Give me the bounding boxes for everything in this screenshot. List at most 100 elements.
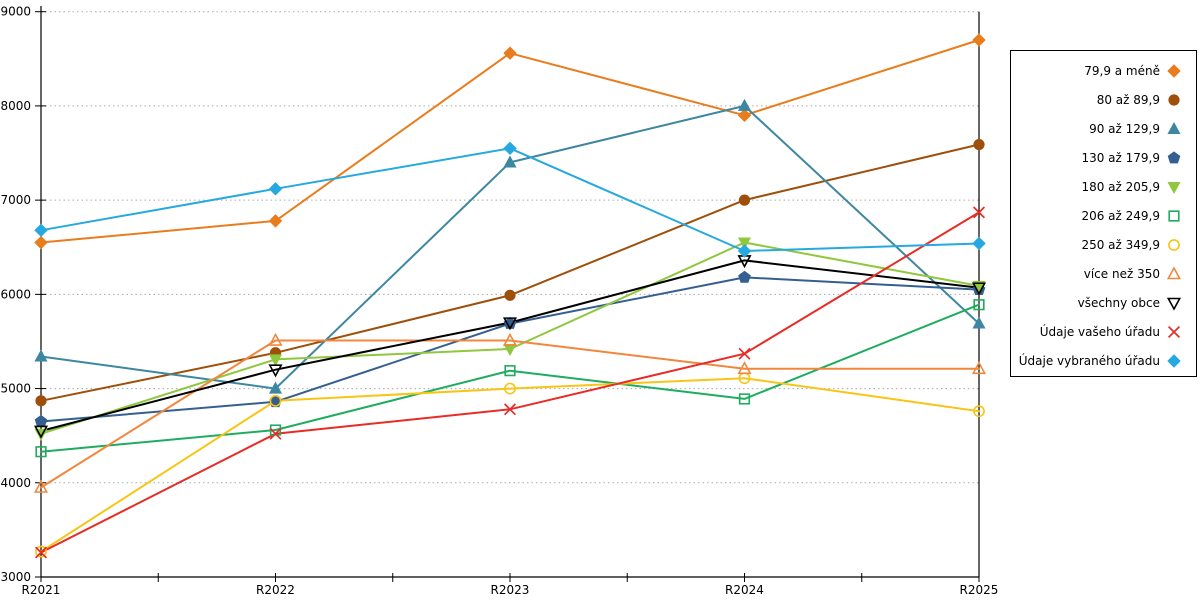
x-marker-icon (1167, 325, 1181, 338)
circle-marker-icon (1168, 238, 1180, 251)
data-point-marker (1168, 209, 1180, 222)
y-axis-label: 9000 (0, 5, 31, 19)
legend-item: 90 až 129,9 (1011, 114, 1196, 143)
triangle-down-marker-icon (1167, 181, 1181, 194)
data-point-marker (738, 347, 751, 360)
data-point-marker (737, 361, 752, 375)
data-point-marker (268, 354, 283, 367)
data-point-marker (971, 282, 987, 296)
data-point-marker (502, 332, 518, 346)
data-point-marker (504, 382, 516, 395)
y-axis-label: 7000 (0, 193, 31, 207)
legend-item: 206 až 249,9 (1011, 201, 1196, 230)
data-point-marker (504, 289, 516, 301)
legend-item-label: všechny obce (1077, 295, 1160, 310)
data-point-marker (35, 446, 47, 458)
data-point-marker (502, 317, 518, 331)
data-point-marker (34, 349, 48, 362)
x-axis-label: R2023 (491, 583, 530, 597)
legend-item: 180 až 205,9 (1011, 172, 1196, 201)
y-axis-label: 3000 (0, 570, 31, 584)
data-point-marker (268, 182, 283, 196)
data-point-marker (33, 479, 49, 493)
data-point-marker (972, 33, 986, 47)
data-point-marker (33, 425, 49, 439)
triangle-down-marker-icon (1166, 297, 1182, 311)
y-axis-label: 5000 (0, 382, 31, 396)
legend-item: Údaje vašeho úřadu (1011, 317, 1196, 346)
data-point-marker (503, 141, 517, 156)
legend-item: 80 až 89,9 (1011, 85, 1196, 114)
series-line (40, 303, 980, 453)
data-point-marker (972, 206, 986, 219)
series-line (40, 39, 980, 244)
legend-item-label: 250 až 349,9 (1081, 237, 1160, 252)
triangle-up-marker-icon (1167, 121, 1181, 134)
data-point-marker (34, 414, 48, 427)
data-point-marker (737, 244, 752, 258)
data-point-marker (1168, 238, 1180, 251)
data-point-marker (268, 364, 283, 378)
data-point-marker (737, 108, 752, 123)
legend-item-label: 90 až 129,9 (1089, 121, 1160, 136)
data-point-marker (1167, 181, 1181, 194)
legend-item-label: 79,9 a méně (1084, 63, 1160, 78)
legend-item-label: Údaje vašeho úřadu (1039, 324, 1160, 339)
data-point-marker (1167, 150, 1181, 163)
data-point-marker (34, 235, 48, 250)
data-point-marker (35, 545, 47, 558)
data-point-marker (503, 403, 517, 416)
diamond-marker-icon (1167, 353, 1181, 368)
x-axis-label: R2025 (960, 583, 999, 597)
y-axis-label: 4000 (0, 476, 31, 490)
series-line (40, 339, 980, 489)
pentagon-marker-icon (1167, 150, 1181, 163)
data-point-marker (1167, 121, 1181, 134)
series-line (40, 377, 980, 553)
legend-item: 79,9 a méně (1011, 56, 1196, 85)
data-point-marker (737, 98, 752, 111)
data-point-marker (972, 316, 986, 329)
y-axis-label: 8000 (0, 99, 31, 113)
data-point-marker (269, 427, 282, 440)
square-marker-icon (1168, 209, 1180, 222)
data-point-marker (34, 223, 48, 237)
data-point-marker (1167, 325, 1181, 338)
data-point-marker (973, 299, 985, 311)
triangle-up-marker-icon (1166, 265, 1182, 279)
series-line (40, 143, 980, 402)
data-point-marker (1167, 353, 1181, 368)
data-point-marker (268, 381, 283, 394)
data-point-marker (971, 361, 987, 375)
legend-item-label: 130 až 179,9 (1081, 150, 1160, 165)
data-point-marker (1166, 297, 1182, 311)
x-axis-label: R2022 (256, 583, 295, 597)
data-point-marker (972, 236, 986, 251)
data-point-marker (268, 214, 283, 228)
data-point-marker (738, 393, 751, 405)
data-point-marker (503, 155, 517, 168)
data-point-marker (1167, 63, 1181, 78)
data-point-marker (738, 194, 751, 206)
data-point-marker (269, 394, 282, 407)
x-axis-label: R2021 (22, 583, 61, 597)
data-point-marker (35, 395, 47, 407)
legend-item: více než 350 (1011, 259, 1196, 288)
series-line (40, 211, 980, 554)
data-point-marker (738, 270, 751, 283)
legend-item-label: 180 až 205,9 (1081, 179, 1160, 194)
data-point-marker (973, 138, 985, 151)
data-point-marker (1168, 93, 1180, 106)
y-axis-label: 6000 (0, 287, 31, 301)
x-axis-label: R2024 (725, 583, 764, 597)
legend-item-label: Údaje vybraného úřadu (1018, 353, 1160, 368)
data-point-marker (1166, 265, 1182, 279)
diamond-marker-icon (1167, 63, 1181, 78)
circle-marker-icon (1168, 93, 1180, 106)
data-point-marker (504, 365, 516, 377)
data-point-marker (34, 546, 48, 559)
legend-item: všechny obce (1011, 288, 1196, 317)
legend-item: 130 až 179,9 (1011, 143, 1196, 172)
data-point-marker (503, 316, 517, 329)
